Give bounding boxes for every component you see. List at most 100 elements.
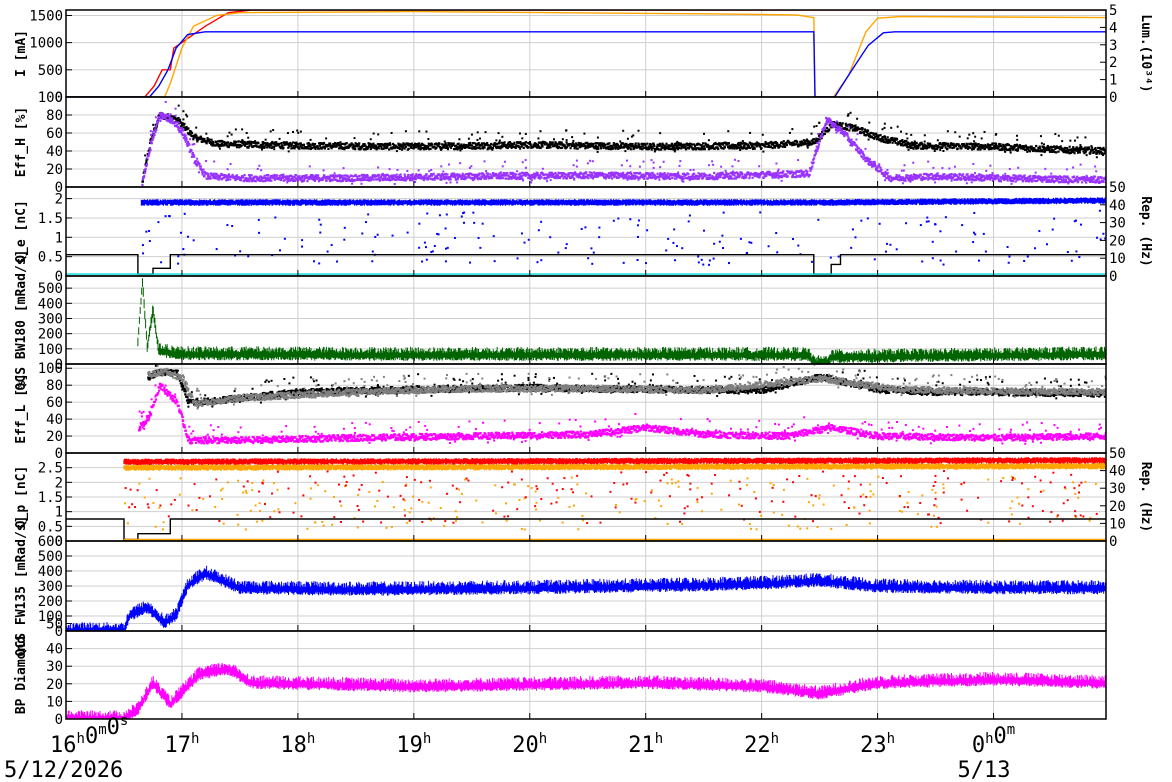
series-point <box>1087 146 1090 149</box>
series-point <box>1064 181 1067 184</box>
series-point <box>537 137 540 140</box>
series-point <box>544 173 547 176</box>
series-point <box>454 147 458 150</box>
series-point <box>912 176 915 179</box>
series-point <box>720 147 723 150</box>
series-point <box>851 143 854 146</box>
series-point <box>659 132 662 135</box>
series-point <box>984 250 987 253</box>
series-point <box>1024 144 1028 147</box>
series-point <box>702 175 705 178</box>
series-point <box>980 177 983 181</box>
series-point <box>812 138 816 141</box>
series-point <box>548 141 552 144</box>
series-point <box>850 246 853 249</box>
series-point <box>1004 172 1007 175</box>
series-point <box>422 178 425 182</box>
series-point <box>733 147 736 150</box>
series-point <box>947 176 950 179</box>
series-point <box>1040 154 1043 157</box>
series-point <box>460 143 463 146</box>
series-point <box>835 128 838 131</box>
series-point <box>532 176 535 179</box>
series-point <box>651 172 654 175</box>
series-point <box>458 145 461 148</box>
series-point <box>263 174 266 177</box>
series-point <box>329 179 332 183</box>
series-point <box>836 125 839 128</box>
series-point <box>596 142 599 145</box>
series-point <box>928 142 932 145</box>
series-point <box>576 147 579 150</box>
series-point <box>587 142 590 146</box>
series-point <box>176 117 179 120</box>
series-point <box>327 147 330 150</box>
series-point <box>829 120 833 123</box>
series-point <box>367 177 371 180</box>
series-point <box>1061 176 1065 179</box>
series-point <box>295 141 298 144</box>
series-point <box>802 173 805 176</box>
series-point <box>148 146 152 150</box>
series-point <box>192 136 195 139</box>
series-point <box>1073 139 1076 142</box>
series-point <box>805 172 809 175</box>
series-point <box>286 132 289 135</box>
series-point <box>354 173 357 177</box>
series-point <box>141 244 144 247</box>
series-point <box>220 144 223 147</box>
series-point <box>805 142 808 145</box>
series-point <box>920 178 924 182</box>
series-point <box>1045 180 1048 183</box>
series-point <box>674 144 677 147</box>
series-point <box>583 132 586 135</box>
series-point <box>399 173 402 176</box>
series-point <box>750 142 753 145</box>
series-point <box>552 173 555 176</box>
series-point <box>808 173 811 177</box>
series-point <box>756 144 759 147</box>
series-point <box>388 142 392 145</box>
series-point <box>1073 152 1076 155</box>
series-point <box>953 146 956 149</box>
series-point <box>901 139 904 142</box>
series-point <box>691 177 694 181</box>
right-tick-label: 2 <box>1109 55 1117 71</box>
series-point <box>1008 147 1011 150</box>
series-point <box>1070 149 1073 152</box>
series-point <box>738 143 742 146</box>
series-point <box>811 140 814 143</box>
series-point <box>908 146 911 149</box>
series-point <box>920 141 923 144</box>
series-point <box>907 148 910 151</box>
series-point <box>847 125 850 128</box>
series-point <box>387 178 390 181</box>
series-point <box>148 152 151 155</box>
series-point <box>927 178 930 181</box>
series-point <box>565 139 568 142</box>
series-point <box>816 150 819 153</box>
series-point <box>567 173 570 176</box>
series-point <box>416 145 420 148</box>
series-point <box>767 144 771 147</box>
series-point <box>908 174 911 178</box>
series-point <box>993 147 996 150</box>
series-point <box>344 174 347 177</box>
series-point <box>240 144 243 147</box>
series-point <box>321 143 325 146</box>
series-point <box>281 176 285 180</box>
series-point <box>1016 178 1019 182</box>
series-point <box>824 124 827 127</box>
series-point <box>571 176 574 179</box>
series-point <box>1061 148 1064 151</box>
series-point <box>237 140 240 143</box>
series-point <box>470 165 473 168</box>
series-point <box>292 144 296 148</box>
series-point <box>375 178 379 181</box>
series-point <box>314 147 317 150</box>
series-point <box>524 171 527 175</box>
series-point <box>965 182 968 185</box>
series-point <box>333 145 336 148</box>
series-point <box>528 141 532 144</box>
